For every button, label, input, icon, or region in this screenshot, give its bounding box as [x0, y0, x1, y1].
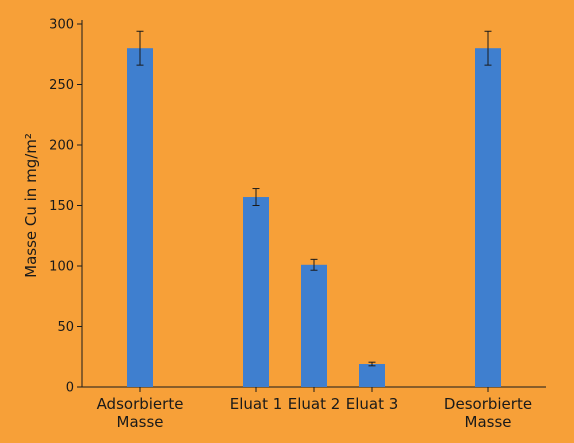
x-category-label: Eluat 1: [230, 395, 283, 413]
y-tick-label: 50: [57, 320, 74, 335]
x-category-label: Eluat 3: [346, 395, 399, 413]
bar: [359, 364, 385, 387]
bar: [243, 197, 269, 387]
x-category-label: Desorbierte: [444, 395, 532, 413]
plot-area: 0 50 100 150 200 250 300 Masse Cu in mg/m² Adsor…: [22, 18, 546, 431]
y-tick-label: 200: [49, 139, 74, 154]
y-tick-label: 0: [66, 381, 74, 396]
y-tick-label: 250: [49, 78, 74, 93]
bar: [127, 48, 153, 387]
x-category-label: Eluat 2: [288, 395, 341, 413]
y-tick-label: 300: [49, 18, 74, 33]
y-tick-label: 100: [49, 260, 74, 275]
bar: [301, 264, 327, 387]
x-category-label: Masse: [465, 413, 512, 431]
y-axis-title: Masse Cu in mg/m²: [22, 133, 40, 278]
y-tick-label: 150: [49, 199, 74, 214]
x-category-label: Adsorbierte: [97, 395, 184, 413]
x-category-label: Masse: [117, 413, 164, 431]
bar: [475, 48, 501, 387]
